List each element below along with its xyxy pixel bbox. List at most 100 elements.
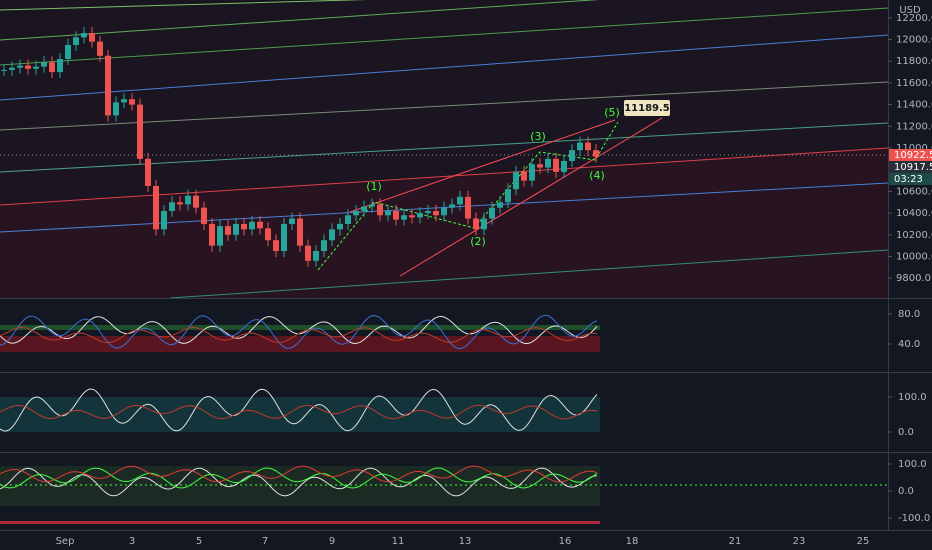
candle (225, 226, 231, 235)
date-label: 21 (729, 536, 742, 547)
channel (399, 117, 663, 277)
candle (89, 32, 95, 42)
candle (201, 207, 207, 224)
candle (257, 221, 263, 229)
candle (281, 223, 287, 252)
wave-label: (2) (470, 235, 486, 248)
candle (113, 102, 119, 116)
candle (273, 240, 279, 252)
candle (169, 202, 175, 211)
wave-label: (4) (589, 169, 605, 182)
date-label: Sep (56, 536, 75, 547)
wave-label: (1) (366, 180, 382, 193)
candle (129, 99, 135, 105)
signal-strip (0, 521, 600, 524)
date-label: 3 (129, 536, 135, 547)
osc-tick-label: 100.0 (898, 392, 927, 403)
price-tag-label: 10917.5 (894, 162, 932, 173)
candle (329, 229, 335, 241)
candle (185, 195, 191, 205)
date-label: 23 (793, 536, 806, 547)
candle (241, 223, 247, 230)
candle (457, 196, 463, 205)
date-label: 11 (392, 536, 405, 547)
candle (409, 215, 415, 218)
candle (393, 210, 399, 220)
price-tick-label: 11800.0 (896, 56, 932, 67)
candle (593, 150, 599, 157)
candle (313, 251, 319, 261)
price-tag (889, 173, 932, 185)
date-label: 5 (196, 536, 202, 547)
candle (97, 41, 103, 56)
candle (209, 223, 215, 246)
candle (377, 204, 383, 216)
osc-tick-label: 0.0 (898, 427, 914, 438)
candle (25, 65, 31, 69)
channel (0, 81, 889, 131)
price-tag (889, 149, 932, 161)
candle (137, 104, 143, 159)
candle (1, 69, 7, 71)
osc-tick-label: 40.0 (898, 339, 920, 350)
candle (561, 161, 567, 172)
osc-tick-label: -100.0 (898, 513, 930, 524)
candle (249, 221, 255, 230)
candle (297, 218, 303, 246)
price-tag-label: 03:23 (894, 174, 923, 185)
price-tag-label: 10922.5 (894, 150, 932, 161)
price-tick-label: 11200.0 (896, 121, 932, 132)
candle (497, 202, 503, 208)
price-tick-label: 11600.0 (896, 78, 932, 89)
candle (569, 150, 575, 162)
date-label: 9 (329, 536, 335, 547)
zone (0, 148, 888, 298)
date-label: 18 (626, 536, 639, 547)
oscillator-line (0, 388, 598, 432)
currency: USD (899, 5, 921, 16)
candle (321, 240, 327, 252)
candle (145, 158, 151, 186)
channel (0, 0, 368, 11)
candle (177, 202, 183, 205)
oscillator-line (0, 326, 598, 344)
date-label: 25 (857, 536, 870, 547)
band (0, 397, 600, 432)
candle (81, 32, 87, 38)
candle (305, 245, 311, 261)
price-tick-label: 10400.0 (896, 208, 932, 219)
candle (425, 210, 431, 214)
price-tick-label: 11400.0 (896, 100, 932, 111)
price-tick-label: 10000.0 (896, 252, 932, 263)
candle (265, 228, 271, 241)
price-tick-label: 12000.0 (896, 35, 932, 46)
candle (585, 142, 591, 151)
labels: 12200.0 12000.0 11800.0 11600.0 11400.0 11200… (56, 13, 932, 547)
channel (169, 249, 889, 299)
candle (505, 189, 511, 203)
candle (577, 142, 583, 151)
candle (73, 37, 79, 45)
candle (513, 171, 519, 190)
candle (193, 195, 199, 208)
candle (161, 210, 167, 230)
oscillator-line (0, 314, 598, 350)
oscillators (0, 314, 598, 497)
oscillator-line (0, 465, 598, 483)
candle (217, 226, 223, 246)
candle (417, 213, 423, 218)
candle (153, 185, 159, 230)
price-tag (889, 161, 932, 173)
candle (545, 158, 551, 168)
wave-label: (5) (604, 106, 620, 119)
target-tag (624, 100, 670, 116)
candle (361, 206, 367, 211)
candle (289, 218, 295, 224)
candle (41, 62, 47, 67)
price-tick-label: 10600.0 (896, 186, 932, 197)
channel (0, 34, 889, 101)
candle (105, 55, 111, 116)
price-tick-label: 12200.0 (896, 13, 932, 24)
osc-tick-label: 0.0 (898, 486, 914, 497)
